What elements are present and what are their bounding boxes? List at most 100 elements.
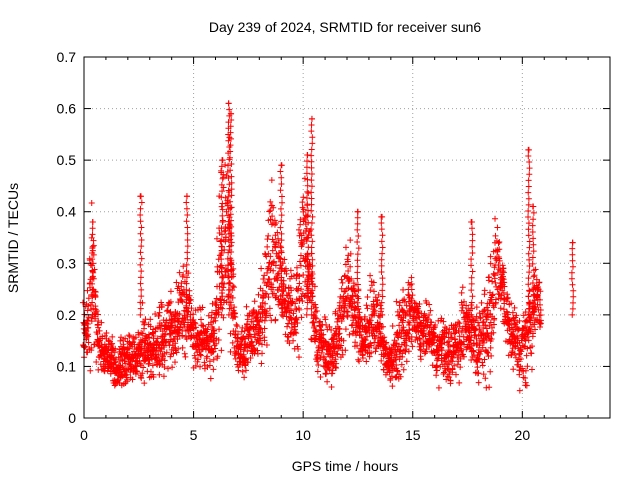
data-point xyxy=(400,286,407,293)
data-point xyxy=(89,231,96,238)
data-point xyxy=(343,312,350,319)
data-point xyxy=(396,322,403,329)
data-point xyxy=(469,225,476,232)
data-point xyxy=(569,245,576,252)
data-point xyxy=(569,305,576,312)
data-point xyxy=(85,295,92,302)
data-point xyxy=(278,280,285,287)
data-point xyxy=(182,353,189,360)
chart-title: Day 239 of 2024, SRMTID for receiver sun… xyxy=(209,19,482,35)
data-point xyxy=(261,317,268,324)
data-point xyxy=(278,212,285,219)
data-point xyxy=(534,292,541,299)
data-point xyxy=(356,358,363,365)
data-point xyxy=(231,304,238,311)
data-point xyxy=(160,373,167,380)
data-point xyxy=(203,355,210,362)
data-point xyxy=(229,273,236,280)
data-point xyxy=(529,286,536,293)
data-point xyxy=(537,288,544,295)
data-point xyxy=(138,286,145,293)
data-point xyxy=(272,262,279,269)
data-point xyxy=(176,326,183,333)
data-point xyxy=(440,371,447,378)
data-point xyxy=(512,343,519,350)
data-point xyxy=(93,358,100,365)
data-point xyxy=(526,171,533,178)
data-point xyxy=(267,216,274,223)
data-point xyxy=(277,243,284,250)
data-point xyxy=(257,335,264,342)
data-point xyxy=(222,238,229,245)
data-point xyxy=(138,243,145,250)
data-point xyxy=(179,344,186,351)
data-point xyxy=(300,271,307,278)
data-point xyxy=(264,243,271,250)
data-point xyxy=(347,263,354,270)
data-point xyxy=(172,340,179,347)
data-point xyxy=(227,198,234,205)
data-point xyxy=(459,301,466,308)
data-point xyxy=(461,316,468,323)
data-point xyxy=(206,358,213,365)
data-point xyxy=(478,299,485,306)
data-point xyxy=(225,212,232,219)
data-point xyxy=(359,352,366,359)
data-point xyxy=(363,358,370,365)
data-point xyxy=(378,299,385,306)
data-point xyxy=(174,336,181,343)
data-point xyxy=(227,299,234,306)
data-point xyxy=(124,346,131,353)
data-point xyxy=(338,276,345,283)
data-point xyxy=(231,309,238,316)
data-point xyxy=(478,348,485,355)
data-point xyxy=(179,332,186,339)
data-point xyxy=(132,370,139,377)
data-point xyxy=(469,243,476,250)
data-point xyxy=(378,256,385,263)
data-point xyxy=(299,298,306,305)
data-point xyxy=(222,161,229,168)
data-point xyxy=(325,361,332,368)
data-point xyxy=(167,288,174,295)
data-point xyxy=(342,347,349,354)
data-point xyxy=(505,311,512,318)
data-point xyxy=(354,214,361,221)
data-point xyxy=(93,307,100,314)
data-point xyxy=(569,263,576,270)
data-point xyxy=(487,344,494,351)
data-point xyxy=(318,349,325,356)
data-point xyxy=(96,327,103,334)
data-point xyxy=(232,314,239,321)
data-point xyxy=(296,306,303,313)
data-point xyxy=(89,249,96,256)
data-point xyxy=(234,338,241,345)
data-point xyxy=(218,268,225,275)
data-point xyxy=(241,374,248,381)
data-point xyxy=(137,299,144,306)
data-point xyxy=(468,305,475,312)
data-point xyxy=(355,245,362,252)
data-point xyxy=(274,229,281,236)
data-point xyxy=(192,362,199,369)
data-point xyxy=(468,311,475,318)
x-tick-label: 20 xyxy=(515,427,531,443)
data-point xyxy=(499,262,506,269)
data-point xyxy=(183,261,190,268)
data-point xyxy=(328,327,335,334)
data-point xyxy=(469,293,476,300)
data-point xyxy=(269,213,276,220)
data-point xyxy=(227,167,234,174)
data-point xyxy=(525,311,532,318)
data-point xyxy=(222,271,229,278)
data-point xyxy=(219,219,226,226)
data-point xyxy=(278,174,285,181)
data-point xyxy=(219,243,226,250)
data-point xyxy=(263,308,270,315)
data-point xyxy=(528,366,535,373)
data-point xyxy=(522,379,529,386)
data-point xyxy=(228,223,235,230)
data-point xyxy=(89,268,96,275)
data-point xyxy=(321,363,328,370)
data-point xyxy=(158,321,165,328)
